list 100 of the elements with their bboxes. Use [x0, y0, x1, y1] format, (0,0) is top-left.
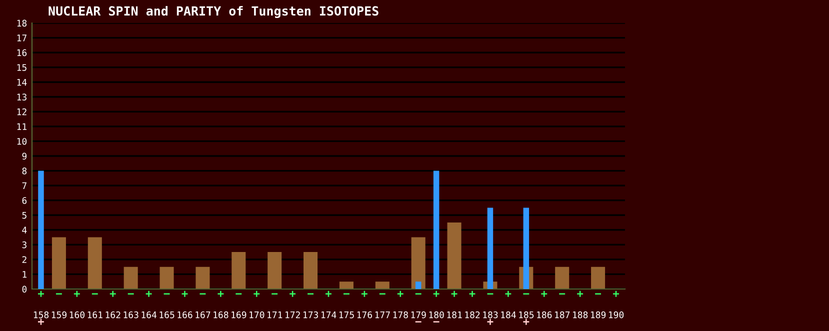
y-tick-label: 13 — [17, 94, 26, 100]
bar — [339, 282, 354, 289]
x-tick-label: 168 — [214, 311, 228, 318]
x-tick-label: 176 — [357, 311, 372, 318]
x-tick-label: 178 — [393, 311, 408, 318]
data-label: − — [415, 321, 422, 322]
data-label: + — [254, 290, 260, 297]
y-tick-label: 7 — [22, 182, 26, 190]
bar — [196, 266, 210, 289]
data-label: − — [559, 293, 566, 295]
x-tick-label: 170 — [250, 311, 264, 318]
bar — [304, 252, 318, 289]
y-tick-label: 9 — [22, 152, 27, 160]
x-tick-label: 158 — [34, 311, 49, 318]
data-label: + — [613, 290, 619, 297]
x-tick-label: 173 — [303, 311, 318, 318]
x-tick-label: 172 — [285, 311, 300, 318]
data-label: + — [182, 290, 188, 297]
x-tick-label: 190 — [608, 311, 624, 318]
bar — [38, 170, 44, 289]
bar — [555, 266, 570, 289]
y-tick-label: 10 — [17, 138, 27, 145]
data-label: + — [74, 290, 80, 297]
bar — [52, 237, 66, 289]
y-tick-label: 0 — [22, 286, 27, 293]
bar — [433, 170, 440, 289]
y-tick-label: 18 — [17, 20, 27, 27]
data-label: + — [397, 290, 404, 297]
data-label: + — [469, 290, 476, 297]
data-label: − — [128, 293, 134, 295]
bar — [232, 252, 246, 289]
data-label: + — [290, 290, 296, 297]
data-label: + — [523, 318, 530, 325]
x-tick-label: 167 — [196, 311, 210, 318]
data-label: + — [326, 290, 332, 297]
data-label: + — [361, 290, 368, 297]
x-tick-label: 163 — [124, 311, 138, 318]
y-tick-label: 8 — [22, 168, 27, 174]
y-tick-label: 12 — [17, 108, 26, 116]
data-label: − — [595, 293, 602, 295]
x-tick-label: 165 — [160, 311, 174, 318]
x-tick-label: 189 — [590, 311, 606, 318]
data-label: + — [38, 290, 44, 297]
bar — [415, 282, 422, 289]
x-tick-label: 169 — [232, 311, 246, 318]
y-tick-label: 4 — [22, 226, 27, 234]
data-label: + — [38, 318, 44, 325]
data-label: − — [487, 293, 494, 295]
chart-title: NUCLEAR SPIN and PARITY of Tungsten ISOTOPES — [48, 6, 378, 18]
bar — [124, 266, 138, 289]
data-label: + — [577, 290, 584, 297]
data-label: − — [56, 293, 62, 295]
data-label: + — [146, 290, 152, 297]
data-label: + — [505, 290, 512, 297]
data-label: − — [308, 293, 314, 295]
x-tick-label: 188 — [573, 311, 588, 318]
data-label: − — [433, 321, 440, 322]
x-tick-label: 185 — [519, 311, 534, 318]
x-tick-label: 184 — [501, 311, 516, 318]
data-label: − — [236, 293, 242, 295]
y-tick-label: 6 — [22, 197, 27, 204]
data-label: + — [110, 290, 116, 297]
bar — [591, 266, 606, 289]
x-tick-label: 186 — [537, 311, 552, 318]
y-tick-label: 1 — [22, 271, 27, 278]
bar — [411, 237, 426, 289]
data-label: + — [433, 290, 440, 297]
bar — [88, 237, 102, 289]
bar — [268, 252, 282, 289]
data-label: + — [218, 290, 224, 297]
data-label: − — [164, 293, 170, 295]
bar — [160, 266, 174, 289]
data-label: − — [92, 293, 98, 295]
x-tick-label: 177 — [375, 312, 390, 318]
data-label: + — [487, 318, 494, 325]
x-tick-label: 182 — [465, 311, 480, 318]
bar — [375, 282, 390, 289]
bar — [447, 222, 462, 289]
x-tick-label: 187 — [555, 311, 570, 318]
x-tick-label: 183 — [483, 311, 498, 318]
x-tick-label: 174 — [321, 312, 336, 318]
data-label: − — [272, 293, 278, 295]
x-tick-label: 159 — [52, 311, 66, 318]
x-tick-label: 181 — [447, 311, 462, 318]
data-label: − — [343, 293, 350, 295]
y-tick-label: 3 — [22, 241, 26, 248]
x-tick-label: 166 — [178, 311, 192, 318]
data-label: + — [541, 290, 548, 297]
data-label: − — [379, 293, 386, 295]
y-tick-label: 14 — [17, 78, 27, 86]
data-label: − — [415, 293, 422, 295]
x-tick-label: 164 — [142, 311, 157, 318]
x-tick-label: 180 — [429, 311, 444, 318]
x-tick-label: 179 — [411, 311, 426, 318]
x-tick-label: 161 — [88, 311, 102, 318]
bar — [523, 208, 530, 289]
data-label: + — [451, 290, 458, 297]
data-label: − — [200, 293, 206, 295]
bar — [487, 208, 494, 289]
y-tick-label: 11 — [17, 123, 27, 130]
